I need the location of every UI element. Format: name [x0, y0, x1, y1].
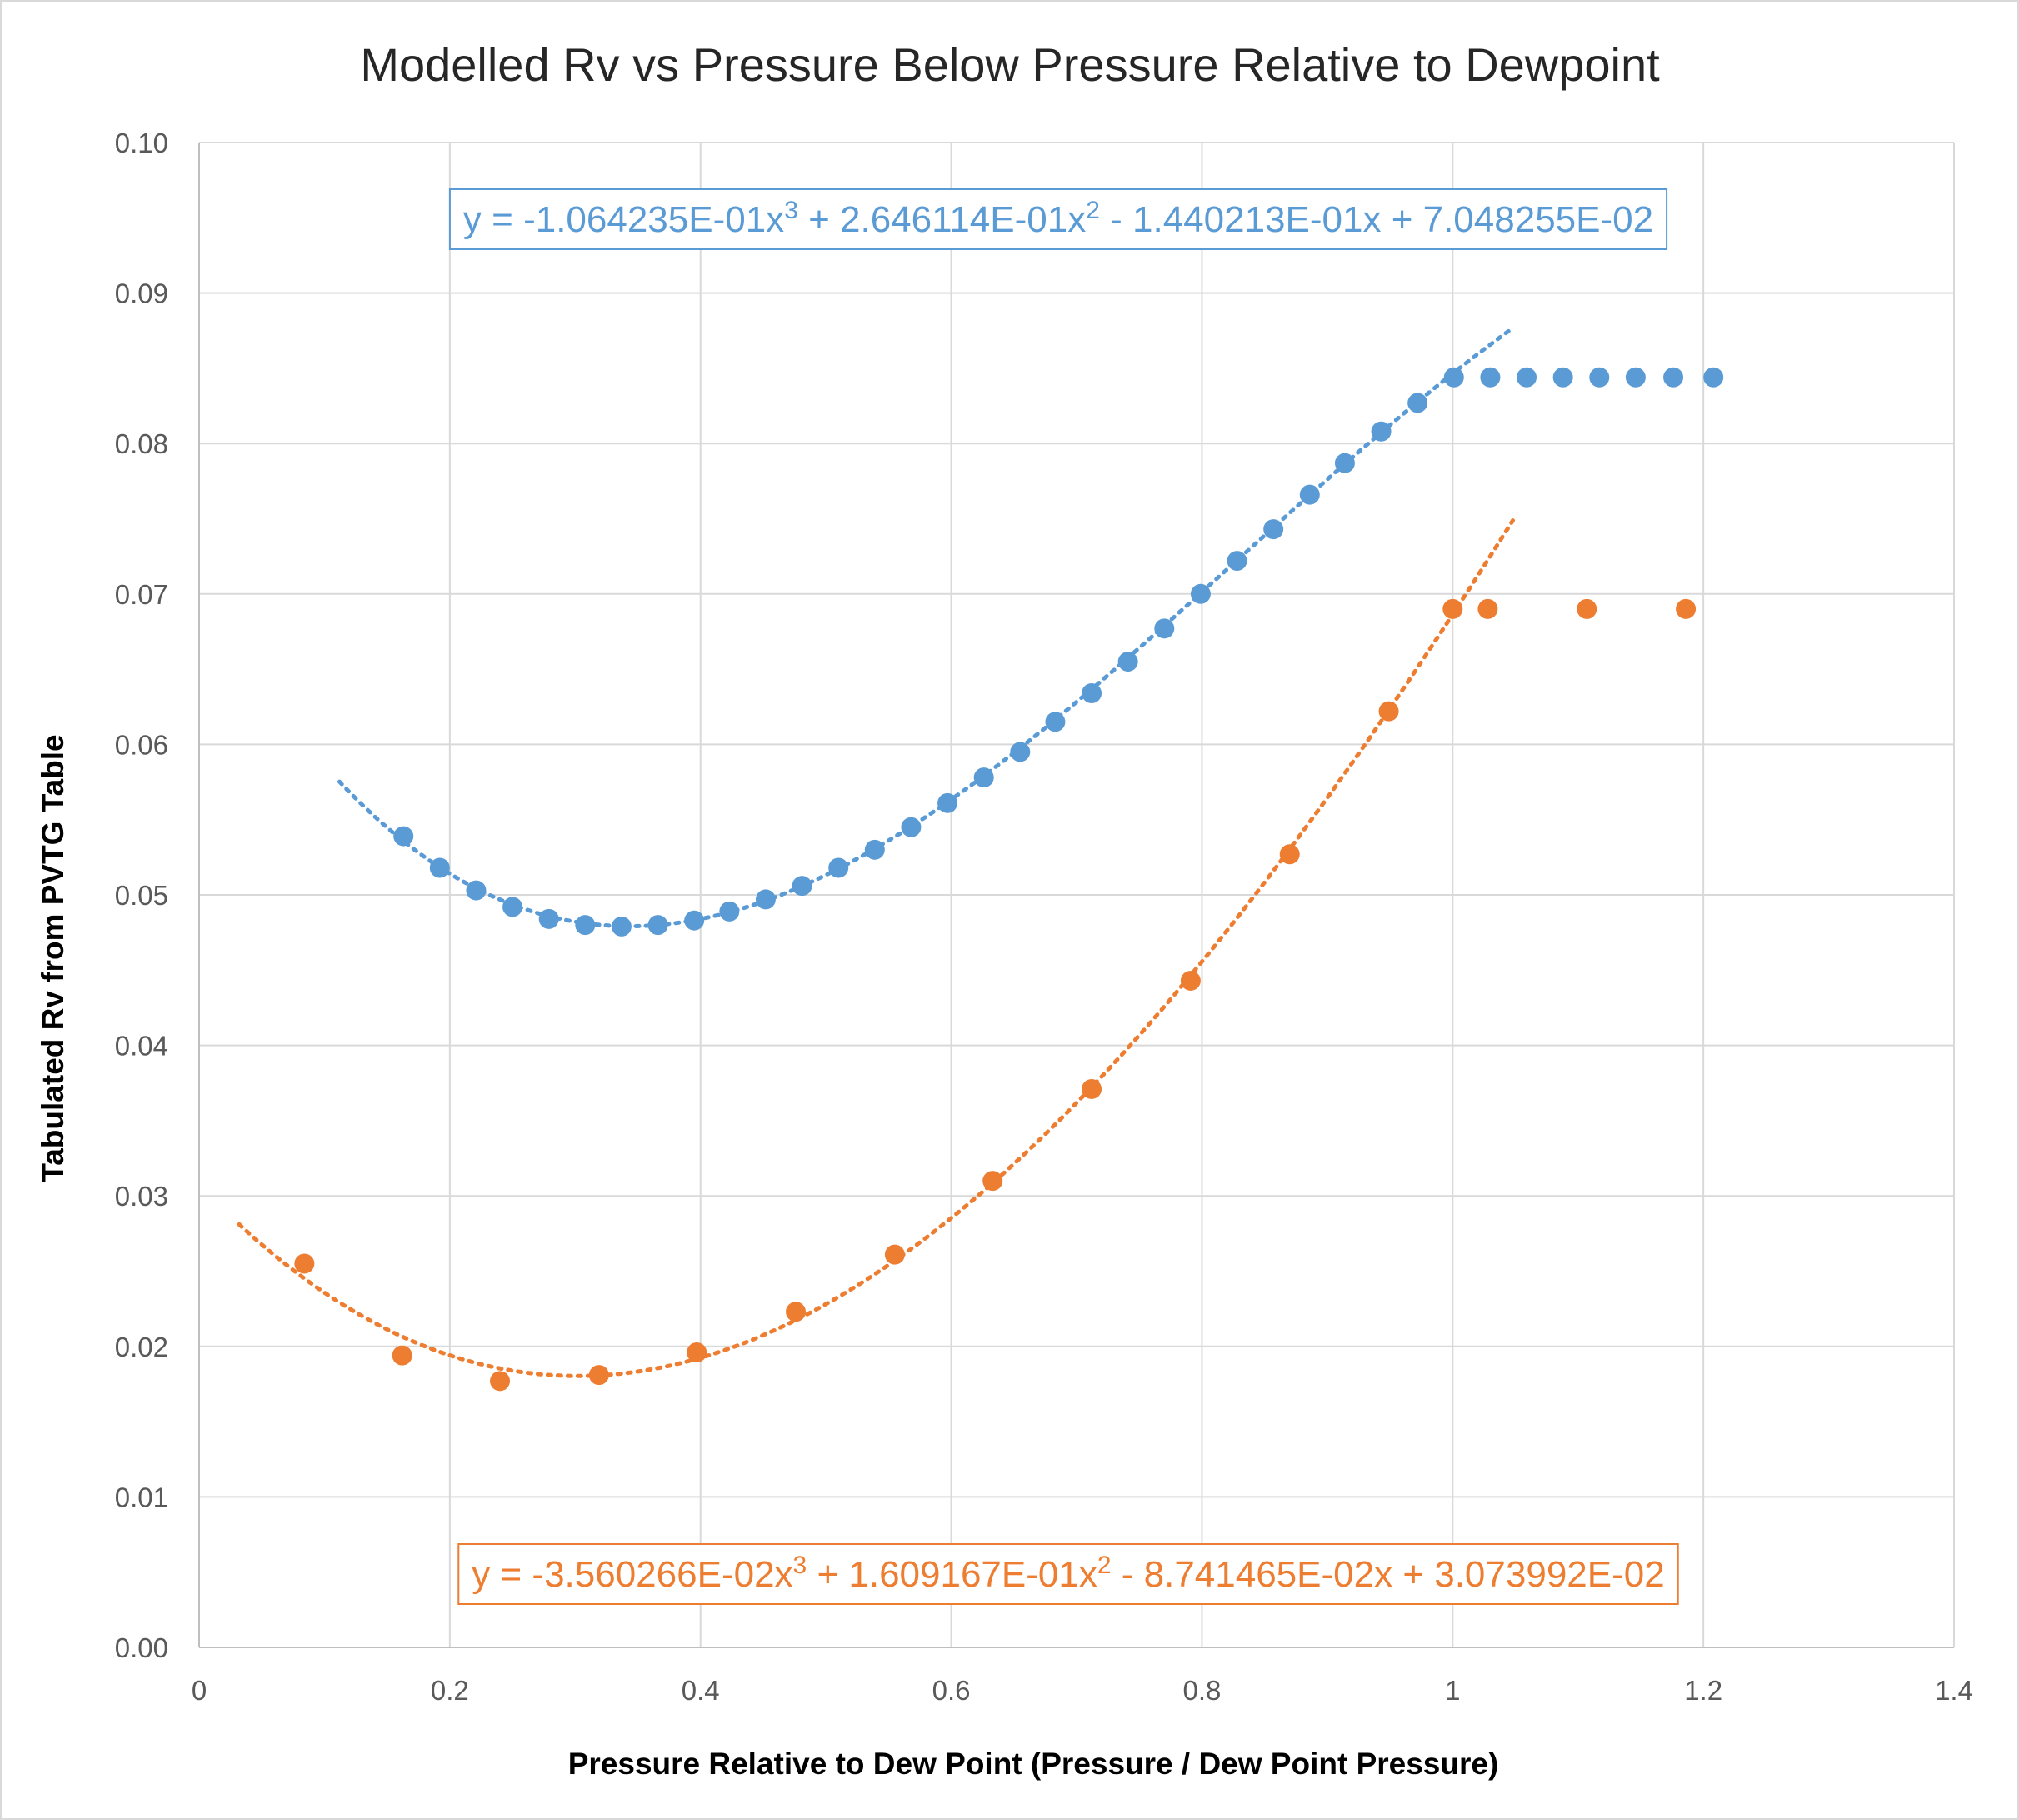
x-axis-title: Pressure Relative to Dew Point (Pressure… [568, 1747, 1499, 1781]
x-tick-label: 1.4 [1935, 1675, 1973, 1706]
data-point-series-1 [1663, 367, 1684, 388]
data-point-series-1 [538, 908, 559, 929]
data-point-series-1 [1299, 484, 1320, 505]
chart-title: Modelled Rv vs Pressure Below Pressure R… [360, 38, 1660, 91]
data-point-series-1 [611, 916, 632, 937]
data-point-series-2 [294, 1253, 315, 1274]
data-point-series-2 [490, 1371, 511, 1392]
data-point-series-1 [792, 876, 812, 897]
data-point-series-2 [786, 1302, 807, 1322]
y-tick-label: 0.01 [115, 1482, 168, 1512]
data-point-series-1 [1589, 367, 1610, 388]
data-point-series-1 [1334, 452, 1355, 473]
y-tick-label: 0.07 [115, 579, 168, 610]
data-point-series-1 [1010, 742, 1031, 762]
data-point-series-1 [1517, 367, 1537, 388]
trendline-equation: y = -1.064235E-01x3 + 2.646114E-01x2 - 1… [463, 197, 1653, 241]
y-tick-label: 0.02 [115, 1332, 168, 1362]
x-tick-label: 1 [1445, 1675, 1460, 1706]
trendline-equation: y = -3.560266E-02x3 + 1.609167E-01x2 - 8… [472, 1552, 1664, 1596]
y-tick-label: 0.00 [115, 1632, 168, 1663]
data-point-series-1 [1407, 392, 1428, 413]
data-point-series-1 [1154, 618, 1175, 639]
data-point-series-1 [466, 880, 487, 901]
y-tick-label: 0.08 [115, 428, 168, 459]
y-tick-label: 0.09 [115, 278, 168, 309]
x-tick-labels: 0 0.2 0.4 0.6 0.8 1 1.2 1.4 [192, 1675, 1973, 1706]
y-axis-title: Tabulated Rv from PVTG Table [36, 734, 70, 1182]
trendline-series-1 [337, 327, 1514, 929]
y-tick-label: 0.06 [115, 729, 168, 760]
equation-box-border [457, 1543, 1679, 1605]
trendline-series-2 [237, 518, 1515, 1378]
data-point-series-1 [1371, 421, 1392, 442]
data-point-series-1 [755, 889, 776, 910]
data-point-series-1 [1263, 519, 1284, 540]
data-point-series-1 [1552, 367, 1573, 388]
data-point-series-2 [687, 1342, 707, 1363]
data-point-series-2 [1577, 598, 1597, 619]
data-point-series-1 [1443, 367, 1464, 388]
data-point-series-1 [502, 897, 523, 918]
data-point-series-2 [1082, 1078, 1102, 1099]
data-point-series-2 [1676, 598, 1697, 619]
equation-box-border [448, 188, 1668, 250]
trendline-equations: y = -1.064235E-01x3 + 2.646114E-01x2 - 1… [448, 188, 1679, 1605]
axes [198, 142, 1954, 1648]
data-point-series-2 [1180, 970, 1201, 991]
y-tick-label: 0.10 [115, 128, 168, 158]
equation-box-series-2: y = -3.560266E-02x3 + 1.609167E-01x2 - 8… [457, 1543, 1679, 1605]
data-point-series-2 [1442, 598, 1463, 619]
equation-box-series-1: y = -1.064235E-01x3 + 2.646114E-01x2 - 1… [448, 188, 1668, 250]
data-point-series-2 [1279, 844, 1300, 865]
data-point-series-1 [684, 910, 705, 931]
data-point-series-2 [982, 1171, 1003, 1192]
x-tick-label: 0.2 [431, 1675, 469, 1706]
data-point-series-2 [1378, 701, 1399, 722]
data-point-series-1 [719, 901, 740, 922]
data-point-series-1 [575, 915, 596, 936]
data-point-series-2 [1477, 598, 1498, 619]
data-point-series-1 [1082, 682, 1102, 703]
data-point-series-1 [647, 915, 668, 936]
data-point-series-1 [429, 858, 450, 878]
data-point-series-1 [901, 817, 922, 838]
data-point-series-1 [864, 839, 885, 860]
data-point-series-2 [884, 1244, 905, 1265]
gridlines [199, 142, 1955, 1648]
y-tick-label: 0.04 [115, 1031, 168, 1062]
data-point-series-1 [973, 768, 994, 788]
x-tick-label: 0.4 [682, 1675, 720, 1706]
data-point-series-2 [588, 1365, 609, 1386]
data-point-series-1 [1625, 367, 1646, 388]
x-tick-label: 0.8 [1182, 1675, 1221, 1706]
data-point-series-1 [1117, 652, 1138, 672]
x-tick-label: 0.6 [932, 1675, 971, 1706]
data-point-series-1 [1703, 367, 1724, 388]
data-point-series-1 [937, 792, 958, 813]
data-point-series-1 [1480, 367, 1501, 388]
x-tick-label: 1.2 [1684, 1675, 1722, 1706]
y-tick-label: 0.03 [115, 1181, 168, 1212]
data-points [294, 367, 1724, 1392]
data-point-series-1 [393, 826, 414, 847]
data-point-series-1 [1190, 583, 1211, 604]
data-point-series-2 [392, 1345, 412, 1366]
data-point-series-1 [1045, 712, 1066, 732]
y-tick-label: 0.05 [115, 880, 168, 911]
x-tick-label: 0 [192, 1675, 207, 1706]
data-point-series-1 [1227, 551, 1247, 572]
data-point-series-1 [828, 858, 849, 878]
y-tick-labels: 0.00 0.01 0.02 0.03 0.04 0.05 0.06 0.07 0.08 0.09… [115, 128, 168, 1663]
